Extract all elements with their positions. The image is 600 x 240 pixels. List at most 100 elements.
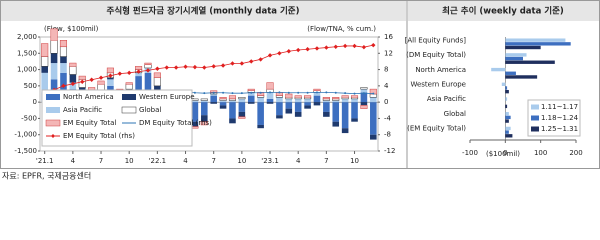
y2-tick-label: 0 <box>384 98 388 106</box>
marker <box>230 61 235 66</box>
chart-title: 최근 추이 (weekly data 기준) <box>442 6 564 17</box>
legend-label: North America <box>63 93 114 101</box>
bar <box>332 121 340 127</box>
bar <box>360 105 368 109</box>
marker <box>305 47 310 52</box>
bar <box>341 102 349 129</box>
x-tick-label: '22.1 <box>149 157 167 165</box>
bar <box>332 102 340 122</box>
marker <box>269 91 272 94</box>
bar <box>135 66 143 70</box>
x-tick-label: 4 <box>183 157 188 165</box>
bar <box>323 111 330 117</box>
marker <box>249 59 254 64</box>
marker <box>250 91 253 94</box>
marker <box>231 92 234 95</box>
bar <box>50 40 58 54</box>
bar <box>191 121 199 127</box>
bar <box>125 82 133 85</box>
legend-swatch <box>531 115 539 121</box>
legend-swatch <box>46 107 60 113</box>
x-tick-label: 4 <box>296 157 301 165</box>
bar <box>360 102 368 106</box>
y-tick-label: -1,500 <box>14 147 37 155</box>
marker <box>239 61 245 66</box>
title-bar <box>1 1 406 21</box>
bar <box>360 87 368 90</box>
bar <box>285 98 293 103</box>
title-bar <box>408 1 599 21</box>
marker <box>89 77 94 82</box>
bar <box>78 75 86 80</box>
marker <box>278 91 281 94</box>
marker <box>202 65 207 70</box>
marker <box>240 92 243 95</box>
bar <box>50 63 58 80</box>
marker <box>344 92 347 95</box>
x-tick-label: 200 <box>569 149 582 157</box>
bar <box>491 67 506 72</box>
bar <box>505 60 555 64</box>
legend-label: Global <box>139 106 161 114</box>
marker <box>98 75 104 80</box>
y-tick-label: [All Equity Funds] <box>405 36 467 44</box>
legend-label: DM Equity Total (rhs) <box>139 119 212 127</box>
marker <box>306 91 309 94</box>
bar <box>341 128 349 134</box>
bar <box>266 82 274 90</box>
marker <box>325 91 328 94</box>
bar <box>501 82 506 86</box>
bar <box>276 97 283 103</box>
bar <box>247 92 255 96</box>
x-tick-label: 10 <box>125 157 134 165</box>
x-tick-label: 7 <box>99 157 103 165</box>
bar <box>50 53 58 64</box>
marker <box>173 65 179 70</box>
legend-label: EM Equity Total <box>63 119 116 127</box>
bar <box>505 42 571 46</box>
y2-tick-label: 8 <box>384 66 388 74</box>
marker <box>372 92 375 95</box>
y-tick-label: Asia Pacific <box>427 95 466 103</box>
bar <box>351 102 358 119</box>
bar <box>200 121 208 126</box>
marker <box>352 43 357 49</box>
bar <box>41 43 49 57</box>
marker <box>108 73 113 78</box>
bar <box>294 111 302 117</box>
bar <box>59 46 68 57</box>
figure: 주식형 펀드자금 장기시계열 (monthly data 기준) 최근 추이 (… <box>0 0 600 181</box>
bar <box>285 102 293 109</box>
bar <box>106 67 114 74</box>
bar <box>191 102 199 122</box>
bar <box>341 98 349 103</box>
bar <box>370 97 377 103</box>
bar <box>219 102 227 106</box>
marker <box>334 91 337 94</box>
bar <box>257 124 264 129</box>
legend-swatch <box>45 119 61 127</box>
marker <box>287 91 290 94</box>
bar <box>323 100 330 103</box>
legend-label: Asia Pacific <box>63 106 102 114</box>
bar <box>505 53 527 57</box>
marker <box>193 91 196 94</box>
bar <box>97 80 105 85</box>
y-tick-label: -1,000 <box>14 131 37 139</box>
marker <box>342 43 348 49</box>
bar <box>505 97 508 101</box>
y-tick-label: North America <box>415 66 466 74</box>
y2-tick-label: 4 <box>384 82 389 90</box>
marker <box>258 57 263 62</box>
bar <box>144 62 152 65</box>
bar <box>360 92 368 103</box>
x-tick-label: 7 <box>211 157 215 165</box>
bar <box>294 98 302 103</box>
bar <box>505 75 538 79</box>
bar <box>332 97 340 100</box>
legend-label: Western Europe <box>139 93 195 101</box>
bar <box>107 77 114 80</box>
legend-label: 1.18~1.24 <box>541 114 579 122</box>
marker <box>361 44 367 50</box>
bar <box>313 95 321 103</box>
